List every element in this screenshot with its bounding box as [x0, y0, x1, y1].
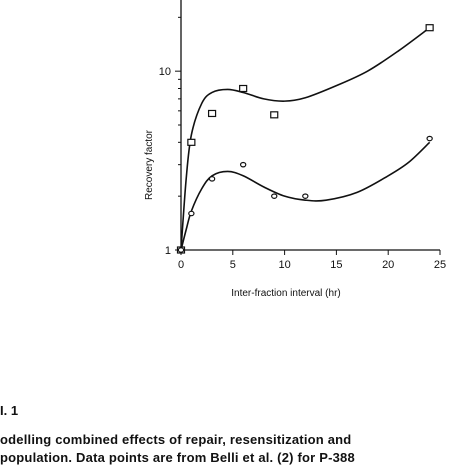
diamond-marker [177, 247, 185, 253]
axes: 0 5 10 15 20 25 1 10 [159, 0, 446, 271]
diamond-marker [302, 193, 309, 199]
y-tick-label: 1 [165, 245, 171, 257]
diamond-marker [271, 193, 278, 199]
diamond-marker [426, 135, 433, 142]
fitted-curves [180, 27, 431, 251]
x-tick-label: 5 [230, 259, 236, 271]
y-axis-label: Recovery factor [144, 129, 155, 200]
figure-caption-heading: I. 1 [0, 403, 19, 418]
fit-curve-series-1 [180, 27, 431, 251]
x-axis-label: Inter-fraction interval (hr) [231, 288, 340, 299]
figure-caption-line-1: odelling combined effects of repair, res… [0, 432, 352, 447]
x-tick-label: 10 [278, 259, 290, 271]
fit-curve-series-2 [180, 141, 431, 251]
diamond-marker [188, 210, 195, 217]
figure-caption-line-2: population. Data points are from Belli e… [0, 450, 355, 465]
diamond-marker [208, 176, 216, 182]
x-tick-label: 20 [382, 259, 394, 271]
square-marker [239, 84, 248, 93]
data-markers [176, 24, 434, 254]
x-tick-label: 25 [434, 259, 446, 271]
y-tick-label: 10 [159, 66, 171, 78]
x-tick-label: 15 [330, 259, 342, 271]
square-marker [207, 109, 217, 118]
square-marker [425, 24, 434, 32]
x-tick-label: 0 [178, 259, 184, 271]
diamond-marker [239, 161, 247, 168]
square-marker [187, 138, 196, 146]
square-marker [270, 111, 279, 119]
